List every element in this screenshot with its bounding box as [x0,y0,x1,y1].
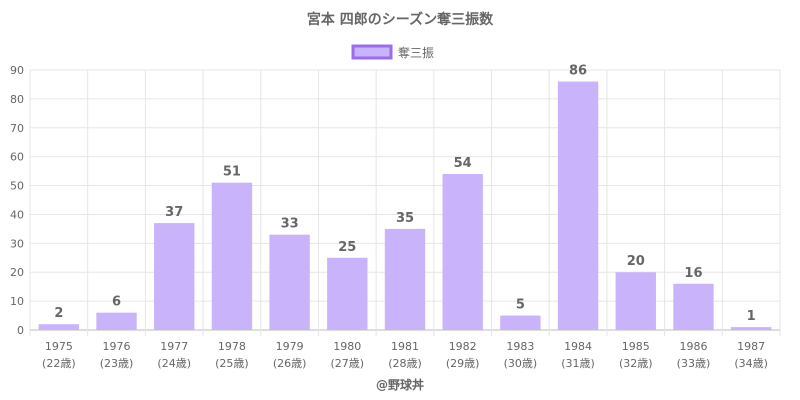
x-tick-label: 1980 [333,340,361,353]
data-label-1979: 33 [281,217,299,232]
data-label-1980: 25 [338,240,356,255]
x-tick-label: 1987 [737,340,765,353]
bar-1986[interactable] [673,283,714,330]
data-label-1983: 5 [516,298,525,313]
y-tick-label: 70 [10,122,24,135]
data-label-1975: 2 [54,306,63,321]
x-tick-label: 1979 [276,340,304,353]
y-tick-label: 30 [10,237,24,250]
bar-1979[interactable] [269,234,310,330]
bar-1977[interactable] [154,223,195,330]
x-tick-sublabel: (22歳) [42,357,76,370]
x-tick-sublabel: (25歳) [215,357,249,370]
x-tick-sublabel: (32歳) [619,357,653,370]
legend-label: 奪三振 [398,45,434,60]
legend[interactable]: 奪三振 [351,44,434,60]
y-tick-label: 50 [10,180,24,193]
credit-text: @野球丼 [376,377,424,392]
gridlines [29,69,781,336]
bar-1980[interactable] [327,257,368,330]
x-tick-label: 1985 [622,340,650,353]
y-tick-label: 20 [10,266,24,279]
bars [38,81,772,330]
x-tick-sublabel: (30歳) [504,357,538,370]
x-tick-label: 1978 [218,340,246,353]
x-axis: 1975 (22歳) 1976 (23歳) 1977 (24歳) 1978 (25歳) 1979… [42,340,768,370]
x-tick-label: 1981 [391,340,419,353]
x-tick-sublabel: (31歳) [561,357,595,370]
y-tick-label: 0 [17,324,24,337]
x-tick-sublabel: (34歳) [734,357,768,370]
x-tick-label: 1983 [506,340,534,353]
legend-swatch [351,44,393,60]
x-tick-sublabel: (33歳) [677,357,711,370]
data-label-1984: 86 [569,64,587,79]
x-tick-sublabel: (24歳) [157,357,191,370]
data-label-1977: 37 [165,205,183,220]
data-label-1978: 51 [223,165,241,180]
data-label-1976: 6 [112,295,121,310]
bar-1987[interactable] [730,327,772,330]
x-tick-label: 1976 [103,340,131,353]
x-tick-sublabel: (27歳) [331,357,365,370]
y-tick-label: 60 [10,151,24,164]
y-tick-label: 80 [10,93,24,106]
bar-1982[interactable] [442,174,483,330]
x-tick-label: 1986 [679,340,707,353]
x-tick-label: 1977 [160,340,188,353]
bar-1975[interactable] [38,324,80,330]
y-tick-label: 10 [10,295,24,308]
data-label-1987: 1 [747,309,756,324]
x-tick-sublabel: (29歳) [446,357,480,370]
x-tick-label: 1982 [449,340,477,353]
bar-1976[interactable] [96,312,137,330]
y-tick-label: 40 [10,208,24,221]
y-tick-label: 90 [10,64,24,77]
data-label-1986: 16 [684,266,702,281]
x-tick-sublabel: (23歳) [100,357,134,370]
bar-1978[interactable] [211,182,253,330]
y-axis: 0 10 20 30 40 50 60 70 80 90 [10,64,24,337]
data-label-1982: 54 [454,156,472,171]
x-tick-label: 1975 [45,340,73,353]
data-label-1985: 20 [627,254,645,269]
bar-1985[interactable] [615,272,656,330]
bar-1981[interactable] [384,228,426,330]
data-labels: 2 6 37 51 33 25 35 54 5 86 20 16 1 [54,64,755,325]
x-tick-sublabel: (28歳) [388,357,422,370]
x-tick-sublabel: (26歳) [273,357,307,370]
x-tick-label: 1984 [564,340,592,353]
bar-1983[interactable] [500,315,541,330]
bar-1984[interactable] [557,81,599,330]
data-label-1981: 35 [396,211,414,226]
chart-title: 宮本 四郎のシーズン奪三振数 [307,11,494,28]
